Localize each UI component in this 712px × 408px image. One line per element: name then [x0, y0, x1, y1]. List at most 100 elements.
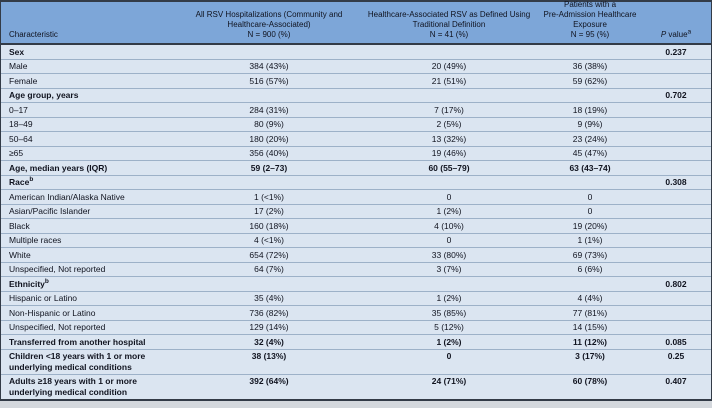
pvalue-label: value: [666, 30, 688, 39]
cell-characteristic: Asian/Pacific Islander: [9, 206, 91, 216]
table-row: Raceb 0.308: [1, 174, 711, 189]
table-row: Unspecified, Not reported 64 (7%) 3 (7%) 6 …: [1, 261, 711, 276]
cell-traditional: 4 (10%): [434, 220, 464, 231]
table-row: Children <18 years with 1 or more underl…: [1, 348, 711, 374]
cell-all-rsv: 356 (40%): [249, 148, 289, 158]
cell-preadmission: 19 (20%): [572, 220, 608, 231]
cell-characteristic: Transferred from another hospital: [9, 336, 146, 347]
header-characteristic: Characteristic: [9, 30, 58, 39]
footnote-marker: b: [29, 176, 34, 184]
cell-characteristic: Multiple races: [9, 235, 62, 245]
table-row: Male 384 (43%) 20 (49%) 36 (38%): [1, 58, 711, 73]
cell-all-rsv: 80 (9%): [254, 119, 284, 129]
cell-all-rsv: 392 (64%): [249, 376, 289, 386]
table-row: Multiple races 4 (<1%) 0 1 (1%): [1, 232, 711, 247]
cell-all-rsv: 180 (20%): [249, 133, 289, 144]
cell-all-rsv: 38 (13%): [251, 351, 287, 361]
cell-characteristic: Ethnicityb: [9, 277, 49, 289]
cell-characteristic: 18–49: [9, 119, 33, 129]
cell-all-rsv: 736 (82%): [249, 307, 289, 318]
cell-characteristic: Unspecified, Not reported: [9, 264, 106, 274]
cell-preadmission: 23 (24%): [572, 133, 608, 144]
pvalue-italic-p: P: [660, 30, 667, 39]
cell-preadmission: 36 (38%): [572, 61, 608, 71]
cell-preadmission: 69 (73%): [572, 249, 608, 260]
cell-preadmission: 0: [587, 191, 593, 202]
cell-preadmission: 63 (43–74): [569, 162, 611, 173]
cell-traditional: 5 (12%): [434, 322, 464, 332]
cell-traditional: 1 (2%): [436, 336, 462, 347]
cell-characteristic: ≥65: [9, 148, 24, 158]
cell-preadmission: 0: [587, 206, 593, 216]
table-row: Non-Hispanic or Latino 736 (82%) 35 (85%) 7…: [1, 305, 711, 320]
cell-traditional: 0: [446, 191, 452, 202]
cell-all-rsv: 35 (4%): [254, 293, 284, 303]
cell-traditional: 3 (7%): [436, 264, 462, 274]
cell-all-rsv: 654 (72%): [249, 249, 289, 260]
cell-characteristic: Age, median years (IQR): [9, 162, 108, 173]
cell-traditional: 7 (17%): [434, 104, 464, 115]
cell-characteristic: Unspecified, Not reported: [9, 322, 106, 332]
cell-traditional: 21 (51%): [431, 75, 467, 86]
cell-traditional: 19 (46%): [431, 148, 467, 158]
table-row: White 654 (72%) 33 (80%) 69 (73%): [1, 247, 711, 262]
cell-characteristic: Adults ≥18 years with 1 or more underlyi…: [9, 376, 137, 397]
table-row: Ethnicityb 0.802: [1, 276, 711, 291]
cell-all-rsv: 17 (2%): [254, 206, 284, 216]
table-row: Hispanic or Latino 35 (4%) 1 (2%) 4 (4%): [1, 290, 711, 305]
cell-characteristic: Non-Hispanic or Latino: [9, 307, 96, 318]
header-preadmission-exposure: Healthcare-Associated RSV Among Patients…: [543, 0, 637, 39]
cell-traditional: 2 (5%): [436, 119, 462, 129]
cell-pvalue: 0.237: [665, 46, 687, 57]
cell-all-rsv: 160 (18%): [249, 220, 289, 231]
table-row: 18–49 80 (9%) 2 (5%) 9 (9%): [1, 116, 711, 131]
cell-traditional: 13 (32%): [431, 133, 467, 144]
footnote-marker: b: [44, 277, 49, 285]
table-row: Age, median years (IQR) 59 (2–73) 60 (55–7…: [1, 160, 711, 175]
table-body: Sex 0.237 Male 384 (43%) 20 (49%) 36 (38%) Fem…: [1, 45, 711, 399]
page-background: [0, 400, 712, 408]
cell-pvalue: 0.308: [665, 177, 687, 187]
cell-traditional: 60 (55–79): [428, 162, 470, 173]
table-row: Black 160 (18%) 4 (10%) 19 (20%): [1, 218, 711, 233]
table-row: Adults ≥18 years with 1 or more underlyi…: [1, 373, 711, 399]
cell-traditional: 1 (2%): [436, 293, 462, 303]
header-traditional-definition: Healthcare-Associated RSV as Defined Usi…: [367, 10, 531, 39]
cell-traditional: 0: [446, 235, 452, 245]
cell-characteristic: Raceb: [9, 176, 34, 187]
cell-preadmission: 45 (47%): [572, 148, 608, 158]
cell-characteristic: Children <18 years with 1 or more underl…: [9, 351, 146, 372]
cell-pvalue: 0.802: [665, 278, 687, 289]
cell-characteristic: Male: [9, 61, 28, 71]
cell-all-rsv: 129 (14%): [249, 322, 289, 332]
cell-traditional: 35 (85%): [431, 307, 467, 318]
cell-all-rsv: 516 (57%): [249, 75, 289, 86]
cell-preadmission: 11 (12%): [572, 336, 608, 347]
cell-all-rsv: 64 (7%): [254, 264, 284, 274]
pvalue-footnote-marker: a: [687, 28, 692, 36]
cell-traditional: 0: [446, 351, 452, 361]
header-pvalue: P valuea: [647, 28, 711, 40]
cell-all-rsv: 59 (2–73): [250, 162, 288, 173]
table-row: Sex 0.237: [1, 45, 711, 59]
cell-traditional: 1 (2%): [436, 206, 462, 216]
cell-all-rsv: 4 (<1%): [254, 235, 284, 245]
table-row: Transferred from another hospital 32 (4%)…: [1, 334, 711, 349]
table-row: 0–17 284 (31%) 7 (17%) 18 (19%): [1, 102, 711, 117]
cell-pvalue: 0.085: [665, 336, 687, 347]
cell-preadmission: 6 (6%): [577, 264, 603, 274]
cell-traditional: 33 (80%): [431, 249, 467, 260]
cell-preadmission: 59 (62%): [572, 75, 608, 86]
cell-preadmission: 14 (15%): [572, 322, 608, 332]
table-row: Female 516 (57%) 21 (51%) 59 (62%): [1, 73, 711, 88]
cell-preadmission: 77 (81%): [572, 307, 608, 318]
cell-characteristic: Black: [9, 220, 30, 231]
table-row: 50–64 180 (20%) 13 (32%) 23 (24%): [1, 131, 711, 146]
cell-traditional: 20 (49%): [431, 61, 467, 71]
cell-all-rsv: 32 (4%): [254, 336, 284, 347]
table-row: Asian/Pacific Islander 17 (2%) 1 (2%) 0: [1, 203, 711, 218]
cell-characteristic: 0–17: [9, 104, 28, 115]
cell-characteristic: American Indian/Alaska Native: [9, 191, 125, 202]
cell-preadmission: 3 (17%): [575, 351, 605, 361]
table-row: Unspecified, Not reported 129 (14%) 5 (12%…: [1, 319, 711, 334]
